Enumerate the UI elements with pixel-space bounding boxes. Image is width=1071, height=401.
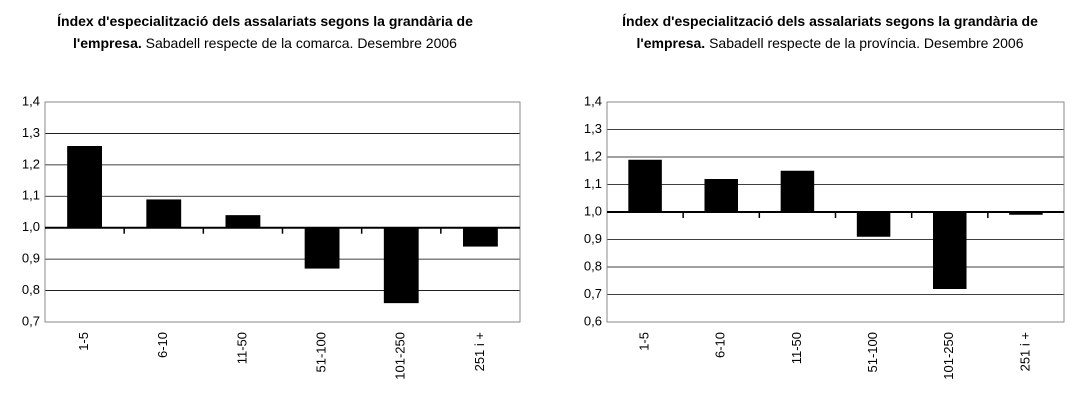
- x-tick-label: 11-50: [789, 332, 804, 364]
- y-tick-label: 0,7: [22, 313, 40, 328]
- y-tick-label: 1,1: [584, 176, 602, 191]
- y-tick-label: 0,9: [22, 251, 40, 266]
- x-tick-label: 1-5: [637, 332, 652, 351]
- x-tick-label: 251 i +: [1017, 332, 1032, 371]
- chart-subtitle: Sabadell respecte de la província. Desem…: [709, 35, 1024, 51]
- chart-title-block: Índex d'especialització dels assalariats…: [55, 10, 475, 54]
- bar: [856, 212, 891, 237]
- x-tick-label: 251 i +: [472, 332, 487, 371]
- x-tick-label: 1-5: [76, 332, 91, 351]
- x-tick-label: 51-100: [865, 332, 880, 372]
- chart-title: Índex d'especialització dels assalariats…: [622, 13, 1038, 51]
- bar: [383, 227, 419, 304]
- bar: [225, 215, 261, 228]
- y-tick-label: 0,8: [22, 282, 40, 297]
- y-tick-label: 1,4: [584, 93, 602, 108]
- bar: [67, 146, 102, 228]
- y-tick-label: 0,9: [584, 231, 602, 246]
- y-tick-label: 1,0: [22, 219, 40, 234]
- bar: [463, 227, 498, 247]
- y-tick-label: 1,0: [584, 203, 602, 218]
- y-tick-label: 1,3: [22, 125, 40, 140]
- y-tick-label: 0,6: [584, 313, 602, 328]
- bar: [146, 199, 182, 228]
- y-tick-label: 1,2: [584, 148, 602, 163]
- y-tick-label: 1,4: [22, 93, 40, 108]
- chart-title: Índex d'especialització dels assalariats…: [57, 13, 473, 51]
- y-tick-label: 1,1: [22, 188, 40, 203]
- bar: [780, 170, 815, 212]
- x-tick-label: 51-100: [314, 332, 329, 372]
- chart-title-block: Índex d'especialització dels assalariats…: [620, 10, 1040, 54]
- chart-subtitle: Sabadell respecte de la comarca. Desembr…: [145, 35, 457, 51]
- x-tick-label: 101-250: [393, 332, 408, 380]
- x-tick-label: 11-50: [234, 332, 249, 364]
- bar: [628, 159, 662, 212]
- x-tick-label: 6-10: [713, 332, 728, 358]
- plot-border: [44, 101, 521, 323]
- bar: [932, 212, 967, 289]
- y-tick-label: 0,7: [584, 286, 602, 301]
- bar: [704, 179, 739, 212]
- y-tick-label: 1,2: [22, 156, 40, 171]
- bar: [304, 227, 340, 269]
- bar: [1009, 212, 1043, 215]
- x-tick-label: 6-10: [155, 332, 170, 358]
- x-tick-label: 101-250: [941, 332, 956, 380]
- y-tick-label: 0,8: [584, 258, 602, 273]
- y-tick-label: 1,3: [584, 121, 602, 136]
